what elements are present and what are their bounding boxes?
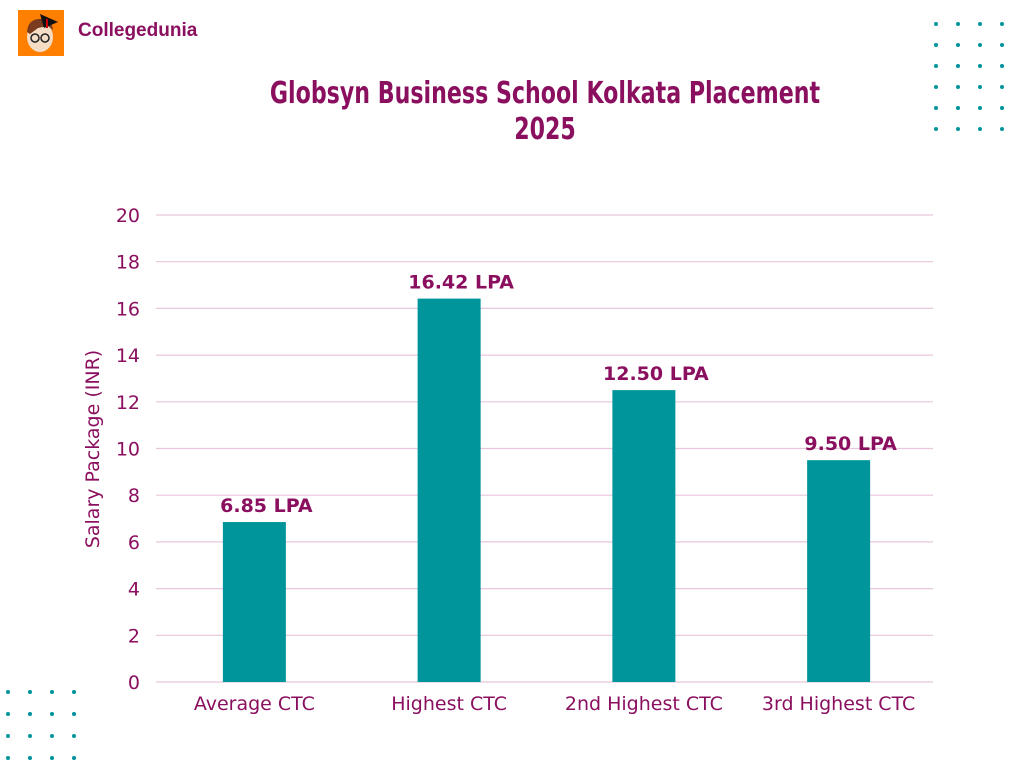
dot: [956, 64, 960, 68]
dot: [28, 756, 32, 760]
bars: [222, 298, 871, 682]
dot: [934, 43, 938, 47]
bar: [222, 522, 286, 682]
dot: [1000, 22, 1004, 26]
dot: [956, 85, 960, 89]
dot: [72, 756, 76, 760]
y-axis-label: Salary Package (INR): [82, 350, 104, 548]
dot: [6, 712, 10, 716]
dot: [978, 127, 982, 131]
y-tick-labels: 0 2 4 6 8 10 12 14 16 18 20: [116, 205, 140, 694]
y-tick-label: 18: [116, 252, 140, 274]
y-tick-label: 16: [116, 298, 140, 320]
dot: [6, 756, 10, 760]
chart-title: Globsyn Business School Kolkata Placemen…: [246, 76, 845, 148]
dot: [50, 756, 54, 760]
collegedunia-logo: [18, 10, 64, 56]
student-avatar-icon: [27, 14, 58, 52]
brand-name: Collegedunia: [78, 20, 198, 41]
dot: [956, 106, 960, 110]
data-label: 12.50 LPA: [603, 363, 709, 385]
dot: [1000, 106, 1004, 110]
dot: [956, 127, 960, 131]
dot: [1000, 43, 1004, 47]
dot: [1000, 127, 1004, 131]
dot: [978, 22, 982, 26]
dot: [1000, 85, 1004, 89]
y-tick-label: 12: [116, 392, 140, 414]
dot: [6, 734, 10, 738]
dot: [28, 690, 32, 694]
bar: [417, 298, 481, 682]
dot: [934, 106, 938, 110]
dot: [978, 64, 982, 68]
dot: [28, 712, 32, 716]
category-label: 3rd Highest CTC: [762, 693, 915, 715]
dot: [934, 22, 938, 26]
category-label: 2nd Highest CTC: [565, 693, 723, 715]
y-tick-label: 8: [128, 485, 140, 507]
dot: [1000, 64, 1004, 68]
y-tick-label: 2: [128, 625, 140, 647]
chart-title-line-1: Globsyn Business School Kolkata Placemen…: [269, 76, 821, 111]
dot: [934, 64, 938, 68]
dot: [6, 690, 10, 694]
dot: [28, 734, 32, 738]
chart-title-line-2: 2025: [514, 112, 576, 147]
bar: [807, 460, 871, 682]
dot: [72, 690, 76, 694]
decorative-dots: [6, 22, 1004, 760]
data-label: 9.50 LPA: [804, 433, 897, 455]
y-tick-label: 0: [128, 672, 140, 694]
y-tick-label: 14: [116, 345, 140, 367]
category-label: Highest CTC: [391, 693, 507, 715]
y-tick-label: 4: [128, 579, 140, 601]
dot: [72, 734, 76, 738]
dot: [72, 712, 76, 716]
category-labels: Average CTC Highest CTC 2nd Highest CTC 3rd…: [194, 693, 916, 715]
dot: [934, 85, 938, 89]
y-tick-label: 10: [116, 439, 140, 461]
data-label: 16.42 LPA: [408, 272, 514, 294]
dot: [50, 690, 54, 694]
bar: [612, 390, 676, 682]
category-label: Average CTC: [194, 693, 315, 715]
y-tick-label: 6: [128, 532, 140, 554]
dot: [978, 85, 982, 89]
data-labels: 6.85 LPA 16.42 LPA 12.50 LPA 9.50 LPA: [220, 272, 897, 517]
data-label: 6.85 LPA: [220, 495, 313, 517]
y-tick-label: 20: [116, 205, 140, 227]
dot: [50, 734, 54, 738]
dot: [934, 127, 938, 131]
dot: [956, 22, 960, 26]
dot: [978, 106, 982, 110]
dot: [956, 43, 960, 47]
dot: [978, 43, 982, 47]
dot: [50, 712, 54, 716]
